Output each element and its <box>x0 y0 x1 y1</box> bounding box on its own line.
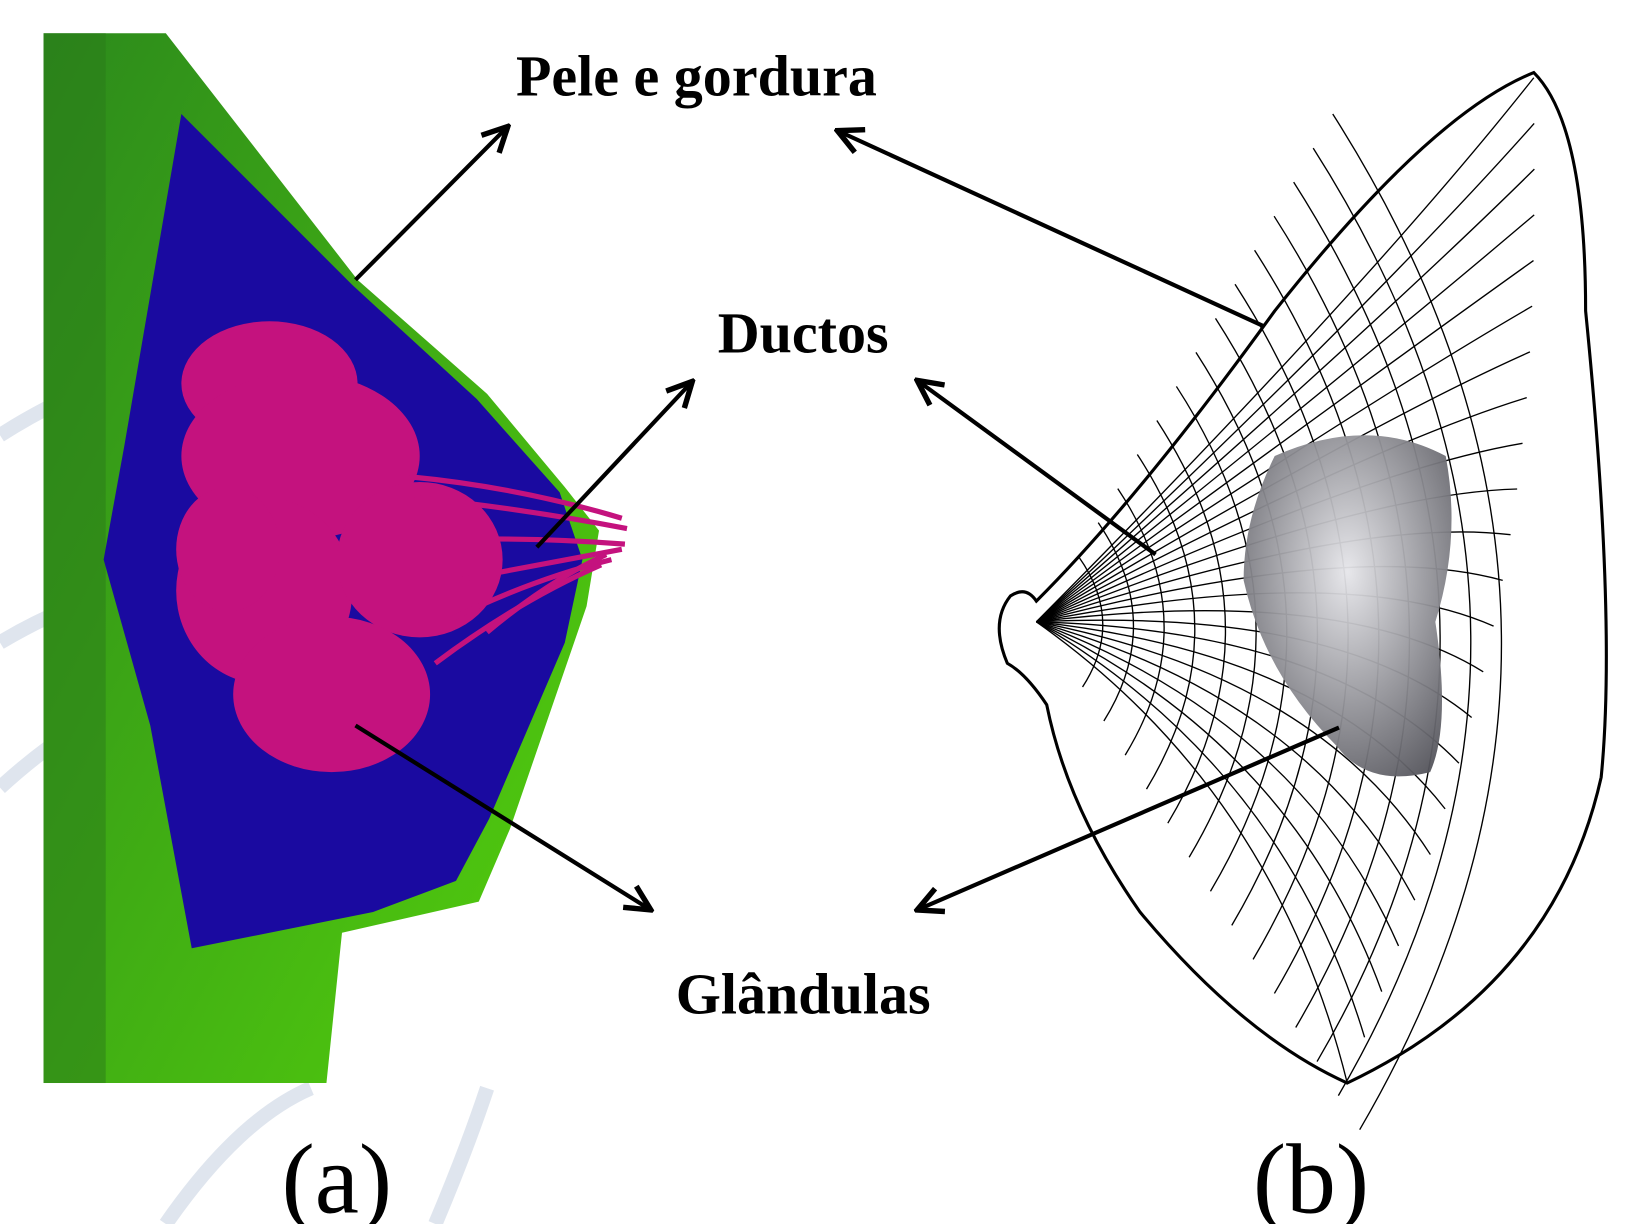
panel-b-mesh <box>999 73 1606 1130</box>
mesh-line <box>1098 523 1133 721</box>
label-skin-fat: Pele e gordura <box>516 43 877 108</box>
figure: Pele e gordura Ductos Glândulas (a) (b) <box>0 0 1625 1224</box>
label-ducts: Ductos <box>718 300 889 365</box>
page: {"labels": {"skin_fat": "Pele e gordura"… <box>0 0 1625 1224</box>
panel-label-a: (a) <box>282 1124 392 1224</box>
label-glands: Glândulas <box>676 962 931 1027</box>
panel-a-model <box>44 33 627 1083</box>
panel-label-b: (b) <box>1253 1124 1369 1224</box>
